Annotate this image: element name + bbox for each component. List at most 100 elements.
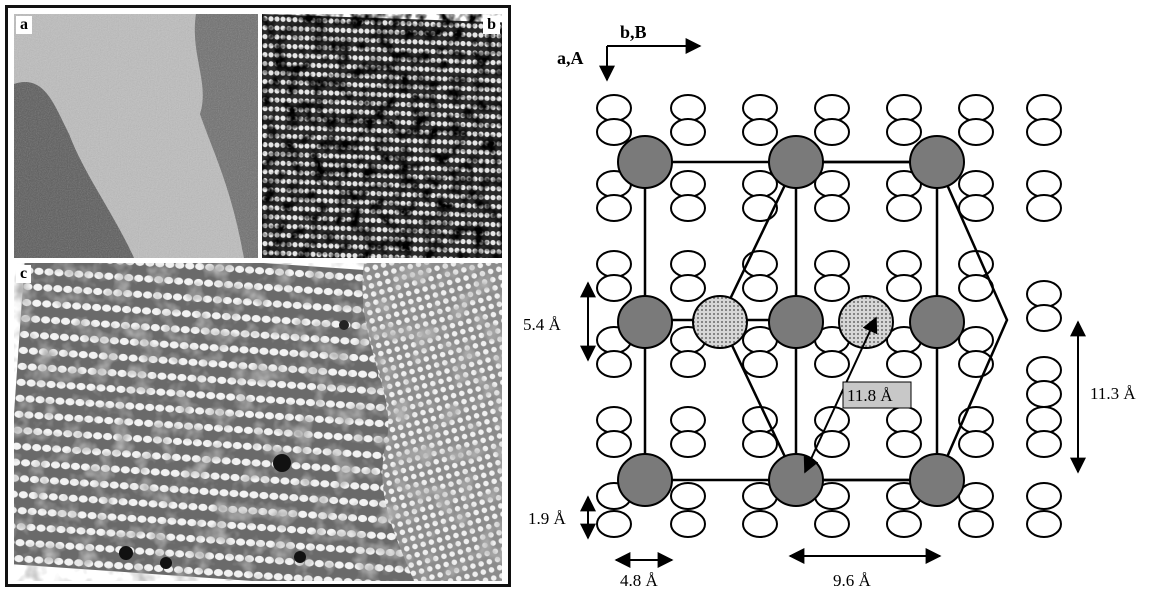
- molecule-oval: [1026, 380, 1062, 408]
- molecule-oval: [1026, 406, 1062, 434]
- molecule-oval: [742, 274, 778, 302]
- dimension-labels: 5.4 Å 11.8 Å 11.3 Å 1.9 Å 4.8 Å 9.6 Å: [523, 315, 1136, 590]
- molecule-oval: [670, 430, 706, 458]
- molecule-oval: [670, 406, 706, 434]
- row-spacing-label: 5.4 Å: [523, 315, 562, 334]
- gray-molecule: [909, 295, 965, 349]
- molecule-oval: [814, 430, 850, 458]
- molecule-oval: [596, 274, 632, 302]
- panel-c-label: c: [16, 265, 32, 283]
- defect: [160, 557, 172, 569]
- molecule-oval: [670, 350, 706, 378]
- molecule-oval: [596, 118, 632, 146]
- molecule-oval: [958, 170, 994, 198]
- molecule-oval: [886, 430, 922, 458]
- defect: [119, 546, 133, 560]
- molecule-oval: [1026, 94, 1062, 122]
- cell-width-label: 9.6 Å: [833, 571, 872, 590]
- molecule-oval: [1026, 194, 1062, 222]
- molecule-oval: [958, 326, 994, 354]
- molecule-oval: [1026, 170, 1062, 198]
- gray-molecule: [768, 135, 824, 189]
- gray-molecule: [617, 453, 673, 507]
- molecule-oval: [1026, 304, 1062, 332]
- molecule-oval: [814, 274, 850, 302]
- defect: [273, 454, 291, 472]
- noise-overlay: [14, 14, 258, 258]
- molecule-oval: [958, 510, 994, 538]
- molecule-oval: [1026, 280, 1062, 308]
- gray-molecule: [617, 135, 673, 189]
- molecule-oval: [742, 430, 778, 458]
- molecule-oval: [670, 194, 706, 222]
- diagonal-label-box: [842, 381, 912, 409]
- molecule-oval: [670, 94, 706, 122]
- molecule-oval: [1026, 430, 1062, 458]
- panel-a-image: [14, 14, 258, 258]
- molecule-oval: [596, 510, 632, 538]
- defect: [294, 551, 306, 563]
- molecule-oval: [886, 406, 922, 434]
- molecule-oval: [886, 194, 922, 222]
- molecule-oval: [814, 250, 850, 278]
- molecule-oval: [742, 510, 778, 538]
- molecule-oval: [814, 510, 850, 538]
- diagonal-label: 11.8 Å: [847, 386, 893, 405]
- molecule-oval: [596, 94, 632, 122]
- axis-label-vertical: a,A: [557, 48, 584, 68]
- panel-a: a: [14, 14, 258, 258]
- molecule-oval: [886, 118, 922, 146]
- cell-height-label: 11.3 Å: [1090, 384, 1136, 403]
- gray-molecule: [909, 453, 965, 507]
- molecule-oval: [1026, 482, 1062, 510]
- molecule-oval: [814, 350, 850, 378]
- molecule-oval: [886, 350, 922, 378]
- diagonal-arrow: [803, 316, 878, 474]
- molecule-oval: [814, 94, 850, 122]
- stm-image-frame: a b: [5, 5, 511, 587]
- molecule-height-label: 1.9 Å: [528, 509, 567, 528]
- molecule-oval: [814, 406, 850, 434]
- molecule-oval: [1026, 510, 1062, 538]
- gray-molecule: [768, 453, 824, 507]
- molecule-oval: [958, 94, 994, 122]
- dimension-markers: [580, 281, 1086, 568]
- panel-c-image: [14, 263, 502, 581]
- molecule-oval: [958, 118, 994, 146]
- molecule-oval: [1026, 118, 1062, 146]
- molecule-oval: [958, 430, 994, 458]
- dotted-molecule: [692, 295, 748, 349]
- molecule-oval: [670, 274, 706, 302]
- panel-b-image: [262, 14, 502, 258]
- molecule-oval: [742, 118, 778, 146]
- molecule-oval: [742, 194, 778, 222]
- adsorbed-molecules: [617, 135, 965, 507]
- molecule-oval: [958, 194, 994, 222]
- gray-molecule: [768, 295, 824, 349]
- axis-indicator: b,B a,A: [557, 22, 702, 82]
- molecule-oval: [670, 510, 706, 538]
- molecule-oval: [596, 406, 632, 434]
- axis-label-horizontal: b,B: [620, 22, 647, 42]
- molecule-oval: [814, 118, 850, 146]
- panel-b: b: [262, 14, 502, 258]
- molecule-oval: [596, 250, 632, 278]
- molecule-oval: [814, 194, 850, 222]
- molecule-oval: [670, 250, 706, 278]
- lattice-schematic: b,B a,A 5.4 Å: [523, 22, 1136, 590]
- panel-a-label: a: [16, 16, 32, 34]
- gray-molecule: [617, 295, 673, 349]
- molecule-oval: [886, 510, 922, 538]
- defect-overlay: [262, 14, 502, 258]
- molecule-oval: [596, 194, 632, 222]
- molecule-oval: [742, 94, 778, 122]
- molecule-oval: [742, 350, 778, 378]
- contrast-overlay: [14, 263, 502, 581]
- molecule-columns: [596, 94, 1062, 538]
- molecule-oval: [886, 274, 922, 302]
- panel-b-label: b: [483, 16, 500, 34]
- molecule-oval: [1026, 356, 1062, 384]
- molecule-oval: [886, 94, 922, 122]
- molecule-oval: [670, 118, 706, 146]
